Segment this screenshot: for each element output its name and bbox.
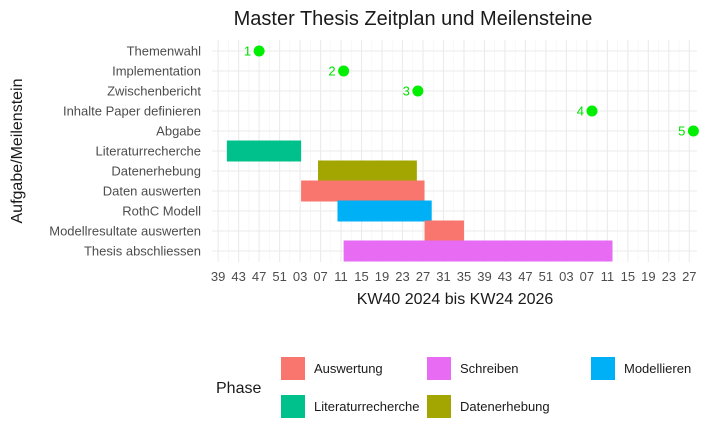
x-tick-label: 03 [559,269,573,284]
milestones: 1 2 3 4 5 [244,44,699,139]
x-axis-label: KW40 2024 bis KW24 2026 [357,291,554,308]
x-tick-label: 39 [477,269,491,284]
y-axis-ticks: Themenwahl Implementation Zwischenbericht I… [49,44,201,259]
y-tick-label: Zwischenbericht [107,84,201,99]
x-tick-label: 39 [211,269,225,284]
y-tick-label: Thesis abschliessen [84,244,201,259]
y-tick-label: Daten auswerten [103,184,201,199]
x-tick-label: 47 [252,269,266,284]
x-tick-label: 51 [539,269,553,284]
milestone-label: 1 [244,44,251,59]
x-tick-label: 43 [231,269,245,284]
milestone-point [338,65,350,77]
milestone-point [687,125,699,137]
x-axis-ticks: 39 43 47 51 03 07 11 15 19 23 27 31 35 39 43 47 51 03 07 11… [211,269,697,284]
x-tick-label: 27 [682,269,696,284]
x-tick-label: 11 [601,269,615,284]
legend-label: Datenerhebung [460,399,550,414]
x-tick-label: 03 [293,269,307,284]
legend-label: Literaturrecherche [314,399,420,414]
y-tick-label: Literaturrecherche [96,144,202,159]
x-tick-label: 43 [498,269,512,284]
y-tick-label: Themenwahl [127,44,202,59]
x-tick-label: 19 [375,269,389,284]
milestone-label: 4 [577,104,584,119]
chart-title: Master Thesis Zeitplan und Meilensteine [234,8,593,30]
y-tick-label: Inhalte Paper definieren [63,104,201,119]
task-bars [226,140,613,262]
task-bar [337,200,432,222]
legend-key [427,357,451,380]
y-tick-label: Implementation [112,64,201,79]
y-axis-label: Aufgabe/Meilenstein [9,79,26,224]
milestone-label: 5 [678,124,685,139]
x-tick-label: 51 [272,269,286,284]
x-tick-label: 07 [580,269,594,284]
x-tick-label: 23 [662,269,676,284]
x-tick-label: 11 [334,269,348,284]
task-bar [424,220,464,242]
y-tick-label: RothC Modell [122,204,201,219]
y-tick-label: Modellresultate auswerten [49,224,201,239]
x-tick-label: 35 [457,269,471,284]
legend-label: Auswertung [314,361,383,376]
milestone-point [412,85,424,97]
x-tick-label: 15 [621,269,635,284]
legend-title: Phase [216,380,261,397]
legend: Phase Auswertung Literaturrecherche Schrei… [216,357,691,418]
legend-label: Modellieren [624,361,691,376]
x-tick-label: 31 [436,269,450,284]
legend-label: Schreiben [460,361,519,376]
task-bar [343,240,613,262]
milestone-point [253,45,265,57]
x-tick-label: 47 [518,269,532,284]
x-tick-label: 15 [354,269,368,284]
y-tick-label: Datenerhebung [111,164,201,179]
x-tick-label: 27 [416,269,430,284]
x-tick-label: 23 [395,269,409,284]
y-tick-label: Abgabe [156,124,201,139]
x-tick-label: 19 [641,269,655,284]
legend-key [591,357,615,380]
legend-key [281,357,305,380]
milestone-label: 2 [328,64,335,79]
legend-key [281,395,305,418]
task-bar [318,160,417,182]
legend-key [427,395,451,418]
task-bar [226,140,302,162]
milestone-label: 3 [403,84,410,99]
milestone-point [586,105,598,117]
task-bar [301,180,425,202]
x-tick-label: 07 [313,269,327,284]
